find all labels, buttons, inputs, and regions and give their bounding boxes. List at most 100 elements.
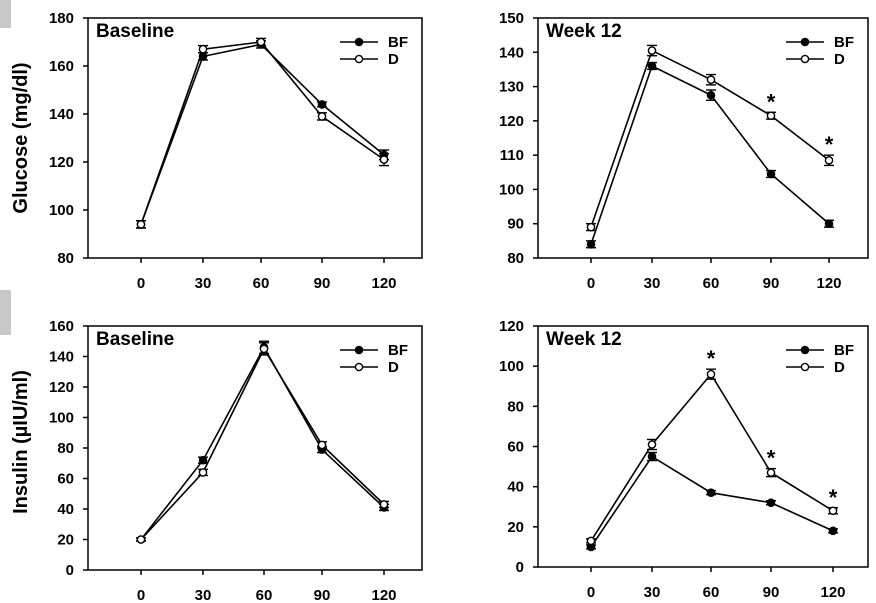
y-tick-label: 160 <box>49 318 74 335</box>
panel-title: Baseline <box>96 329 174 350</box>
y-tick-label: 100 <box>499 358 524 375</box>
y-tick-label: 180 <box>49 10 74 27</box>
data-point-d <box>256 37 266 47</box>
legend-marker <box>354 362 364 372</box>
legend-label-d: D <box>834 51 845 68</box>
panel-marker-a <box>0 0 11 28</box>
data-point-d <box>824 155 834 165</box>
x-tick-label: 90 <box>314 587 331 603</box>
panel-title: Week 12 <box>546 21 622 42</box>
legend-label-bf: BF <box>834 342 854 359</box>
y-tick-label: 40 <box>507 479 524 496</box>
x-tick-label: 90 <box>763 584 780 601</box>
x-tick-label: 30 <box>644 584 661 601</box>
y-tick-label: 100 <box>499 181 524 198</box>
y-tick-label: 120 <box>499 113 524 130</box>
x-tick-label: 60 <box>703 275 720 292</box>
y-tick-label: 80 <box>507 250 524 267</box>
y-tick-label: 110 <box>500 147 524 164</box>
legend-marker <box>354 54 364 64</box>
x-tick-label: 90 <box>314 275 331 292</box>
data-point-d <box>317 440 327 450</box>
significance-marker: * <box>707 346 716 371</box>
y-tick-label: 160 <box>49 58 74 75</box>
x-tick-label: 60 <box>703 584 720 601</box>
y-tick-label: 100 <box>49 410 74 427</box>
data-point-bf <box>766 169 776 179</box>
y-tick-label: 20 <box>507 519 524 536</box>
legend-label-bf: BF <box>388 342 408 359</box>
x-tick-label: 30 <box>195 275 212 292</box>
data-point-bf <box>824 219 834 229</box>
panel-title: Baseline <box>96 21 174 42</box>
legend-marker <box>800 345 810 355</box>
data-point-d <box>706 75 716 85</box>
legend-marker <box>354 345 364 355</box>
legend-marker <box>800 37 810 47</box>
y-tick-label: 0 <box>66 562 74 579</box>
x-tick-label: 120 <box>820 584 845 601</box>
y-tick-label: 100 <box>49 202 74 219</box>
significance-marker: * <box>767 446 776 471</box>
y-tick-label: 60 <box>507 439 524 456</box>
data-point-bf <box>706 90 716 100</box>
data-point-d <box>379 500 389 509</box>
x-tick-label: 0 <box>587 275 595 292</box>
x-tick-label: 0 <box>137 587 145 603</box>
legend-marker <box>354 37 364 47</box>
data-point-d <box>136 220 146 229</box>
x-tick-label: 60 <box>253 275 270 292</box>
insulin-baseline-panel: 0 20 40 60 80 100 120 140 160 0 30 60 90 120 Baseline B… <box>49 318 423 603</box>
x-tick-label: 120 <box>371 587 396 603</box>
y-tick-label: 90 <box>507 216 524 233</box>
x-tick-label: 120 <box>371 275 396 292</box>
data-point-bf <box>647 452 657 461</box>
data-point-d <box>379 155 389 164</box>
x-tick-label: 0 <box>587 584 595 601</box>
legend-label-d: D <box>834 359 845 376</box>
y-tick-label: 120 <box>49 154 74 171</box>
significance-marker: * <box>825 132 834 157</box>
glucose-axis-label: Glucose (mg/dl) <box>10 62 32 213</box>
x-tick-label: 120 <box>816 275 841 292</box>
y-tick-label: 120 <box>49 379 74 396</box>
y-tick-label: 140 <box>499 44 524 61</box>
panel-marker-b <box>0 290 11 335</box>
insulin-axis-label: Insulin (µIU/ml) <box>10 370 32 514</box>
x-tick-label: 30 <box>195 587 212 603</box>
x-tick-label: 90 <box>763 275 780 292</box>
y-tick-label: 80 <box>57 250 74 267</box>
x-tick-label: 60 <box>256 587 273 603</box>
significance-marker: * <box>767 89 776 114</box>
legend-marker <box>800 54 810 64</box>
legend-label-d: D <box>388 359 399 376</box>
data-point-bf <box>828 526 838 536</box>
y-tick-label: 140 <box>49 106 74 123</box>
data-point-d <box>198 44 208 54</box>
y-tick-label: 120 <box>499 318 524 335</box>
y-tick-label: 150 <box>499 10 524 27</box>
data-point-d <box>317 112 327 121</box>
data-point-d <box>586 222 596 232</box>
legend-label-bf: BF <box>834 34 854 51</box>
panel-title: Week 12 <box>546 329 622 350</box>
data-point-d <box>647 440 657 449</box>
data-point-d <box>766 111 776 121</box>
data-point-bf <box>647 61 657 71</box>
y-tick-label: 80 <box>507 398 524 415</box>
plot-frame <box>87 17 423 259</box>
y-tick-label: 130 <box>499 79 524 96</box>
data-point-d <box>766 468 776 477</box>
data-point-d <box>647 46 657 55</box>
legend-marker <box>800 362 810 372</box>
data-point-bf <box>706 488 716 497</box>
y-tick-label: 140 <box>49 349 74 366</box>
data-point-d <box>706 369 716 379</box>
y-tick-label: 40 <box>57 501 74 518</box>
y-tick-label: 0 <box>516 559 524 576</box>
y-tick-label: 60 <box>57 471 74 488</box>
data-point-d <box>828 506 838 516</box>
data-point-d <box>586 536 596 546</box>
